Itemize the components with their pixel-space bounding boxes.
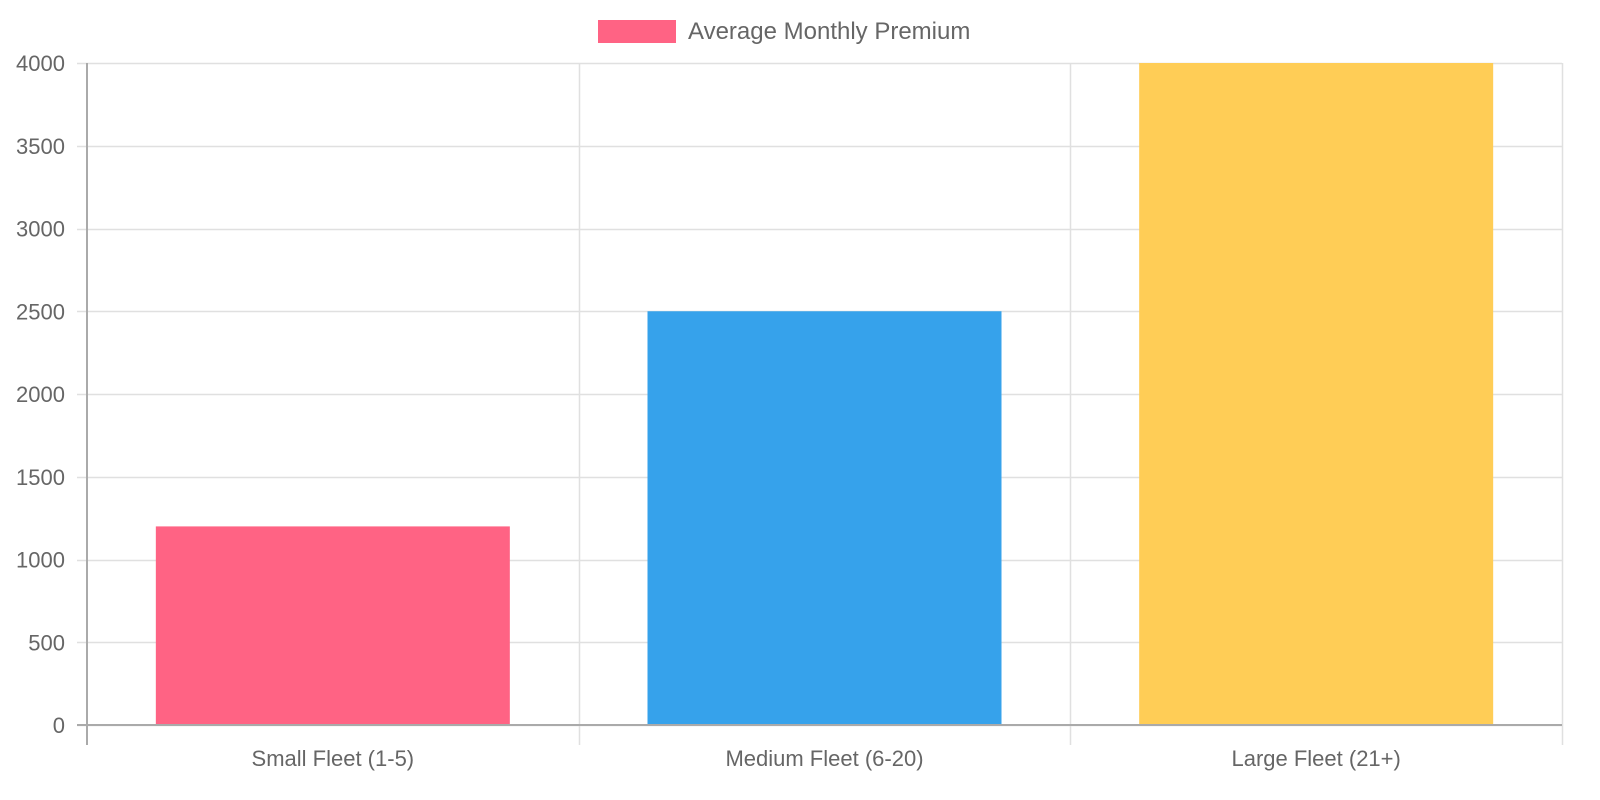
y-tick-label: 1500	[16, 465, 65, 490]
legend-swatch	[598, 20, 676, 43]
y-tick-label: 4000	[16, 51, 65, 76]
x-tick-label: Small Fleet (1-5)	[252, 746, 415, 771]
axes	[77, 63, 1562, 745]
y-tick-label: 3000	[16, 217, 65, 242]
legend-label: Average Monthly Premium	[688, 18, 970, 45]
y-tick-label: 2000	[16, 382, 65, 407]
bar[interactable]	[1139, 63, 1494, 725]
y-tick-label: 1000	[16, 548, 65, 573]
bars	[155, 63, 1494, 725]
legend[interactable]: Average Monthly Premium	[598, 18, 970, 45]
bar[interactable]	[647, 311, 1002, 725]
y-axis-tick-labels: 0 500 1000 1500 2000 2500 3000 3500 4000	[16, 51, 65, 738]
x-axis-tick-labels: Small Fleet (1-5) Medium Fleet (6-20) Larg…	[252, 746, 1401, 771]
y-tick-label: 2500	[16, 299, 65, 324]
y-tick-label: 3500	[16, 134, 65, 159]
y-tick-label: 500	[28, 630, 65, 655]
bar[interactable]	[155, 526, 510, 725]
y-tick-label: 0	[53, 713, 65, 738]
x-tick-label: Large Fleet (21+)	[1231, 746, 1400, 771]
x-tick-label: Medium Fleet (6-20)	[725, 746, 923, 771]
